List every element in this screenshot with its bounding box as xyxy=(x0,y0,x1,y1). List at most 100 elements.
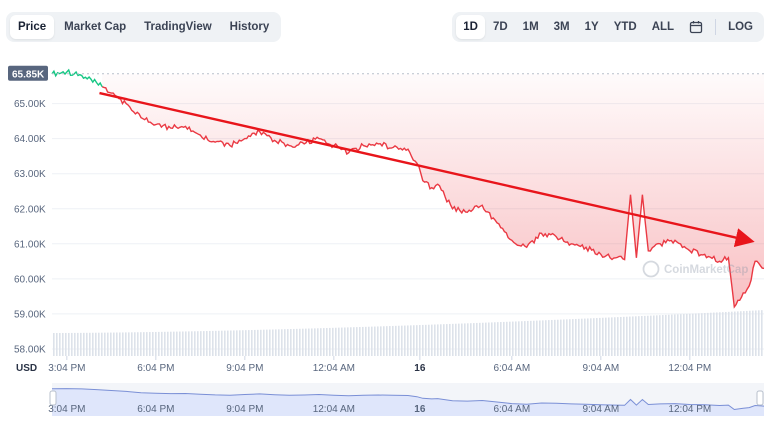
navigator-label: 9:04 PM xyxy=(226,404,263,415)
volume-bar xyxy=(254,329,256,356)
volume-bar xyxy=(431,324,433,356)
chart-view-tabs: Price Market Cap TradingView History xyxy=(6,12,282,42)
volume-bar xyxy=(293,328,295,356)
volume-bar xyxy=(230,330,232,356)
range-1y[interactable]: 1Y xyxy=(584,21,599,33)
volume-bar xyxy=(104,332,106,356)
navigator-label: 6:04 AM xyxy=(493,404,530,415)
volume-bar xyxy=(233,330,235,356)
y-tick-label: 58.00K xyxy=(14,344,46,355)
navigator-left-handle[interactable] xyxy=(49,390,57,406)
current-price-tag xyxy=(8,65,48,81)
volume-bar xyxy=(548,320,550,356)
log-scale-toggle[interactable]: LOG xyxy=(728,21,753,33)
volume-bar xyxy=(164,331,166,356)
volume-bar xyxy=(656,315,658,356)
tab-history[interactable]: History xyxy=(229,21,270,33)
trend-arrow xyxy=(99,91,755,247)
calendar-icon[interactable] xyxy=(682,15,710,39)
volume-bar xyxy=(359,327,361,356)
volume-bar xyxy=(626,316,628,356)
x-tick-label: 6:04 PM xyxy=(137,363,174,374)
x-tick-label: 12:04 PM xyxy=(668,363,711,374)
volume-bar xyxy=(65,332,67,356)
volume-bar xyxy=(740,311,742,356)
x-tick-label: 6:04 AM xyxy=(493,363,530,374)
range-all[interactable]: ALL xyxy=(651,21,675,33)
volume-bar xyxy=(692,313,694,356)
navigator: 3:04 PM 6:04 PM 9:04 PM 12:04 AM 16 6:04 AM 9:… xyxy=(48,383,765,416)
volume-bar xyxy=(107,332,109,356)
volume-bar xyxy=(521,321,523,356)
volume-bar xyxy=(140,332,142,356)
range-7d[interactable]: 7D xyxy=(492,21,508,33)
volume-bar xyxy=(647,315,649,356)
y-tick-label: 63.00K xyxy=(14,169,46,180)
volume-bar xyxy=(485,322,487,356)
volume-bar xyxy=(599,317,601,356)
volume-bar xyxy=(467,323,469,356)
volume-bar xyxy=(272,329,274,356)
volume-bar xyxy=(572,319,574,356)
volume-bar xyxy=(698,313,700,356)
volume-bar xyxy=(623,316,625,356)
volume-bar xyxy=(191,331,193,356)
tab-tradingview[interactable]: TradingView xyxy=(144,21,212,33)
volume-bar xyxy=(491,322,493,356)
range-3m[interactable]: 3M xyxy=(553,21,570,33)
volume-bar xyxy=(566,319,568,356)
volume-bar xyxy=(239,330,241,356)
volume-bar xyxy=(398,325,400,356)
volume-bar xyxy=(725,311,727,356)
volume-bar xyxy=(671,314,673,356)
volume-bar xyxy=(389,326,391,356)
volume-bar xyxy=(683,314,685,356)
volume-bar xyxy=(731,311,733,356)
y-tick-label: 60.00K xyxy=(14,274,46,285)
volume-bar xyxy=(368,326,370,356)
volume-bar xyxy=(260,329,262,356)
volume-bar xyxy=(608,317,610,356)
navigator-right-handle[interactable] xyxy=(756,390,764,406)
volume-bar xyxy=(719,312,721,356)
range-ytd[interactable]: YTD xyxy=(613,21,637,33)
volume-bar xyxy=(209,330,211,356)
volume-bar xyxy=(593,318,595,356)
volume-bar xyxy=(605,317,607,356)
tab-price[interactable]: Price xyxy=(10,15,55,39)
volume-bar xyxy=(404,325,406,356)
volume-bar xyxy=(446,324,448,356)
volume-bar xyxy=(287,329,289,356)
volume-bar xyxy=(506,321,508,356)
navigator-label: 16 xyxy=(414,404,426,415)
volume-bar xyxy=(545,320,547,356)
range-1m[interactable]: 1M xyxy=(522,21,539,33)
volume-bar xyxy=(680,314,682,356)
volume-bar xyxy=(80,332,82,356)
volume-bar xyxy=(512,321,514,356)
volume-bar xyxy=(620,316,622,356)
volume-bar xyxy=(527,320,529,356)
watermark-text: CoinMarketCap xyxy=(664,264,748,276)
volume-bar xyxy=(575,318,577,356)
volume-bar xyxy=(530,320,532,356)
y-tick-label: 65.00K xyxy=(14,99,46,110)
volume-bar xyxy=(218,330,220,356)
y-tick-label: 64.00K xyxy=(14,134,46,145)
volume-bar xyxy=(473,323,475,356)
volume-bar xyxy=(449,323,451,356)
range-1d[interactable]: 1D xyxy=(456,15,485,39)
volume-bar xyxy=(215,330,217,356)
volume-bar xyxy=(587,318,589,356)
current-price-label: 65.85K xyxy=(12,69,45,80)
volume-bar xyxy=(704,313,706,356)
volume-bar xyxy=(284,329,286,356)
tab-market-cap[interactable]: Market Cap xyxy=(64,21,127,33)
volume-bar xyxy=(650,315,652,356)
volume-bar xyxy=(482,322,484,356)
volume-bar xyxy=(755,310,757,356)
volume-bar xyxy=(323,328,325,356)
y-tick-label: 59.00K xyxy=(14,309,46,320)
volume-bar xyxy=(761,310,763,356)
volume-bar xyxy=(722,312,724,356)
